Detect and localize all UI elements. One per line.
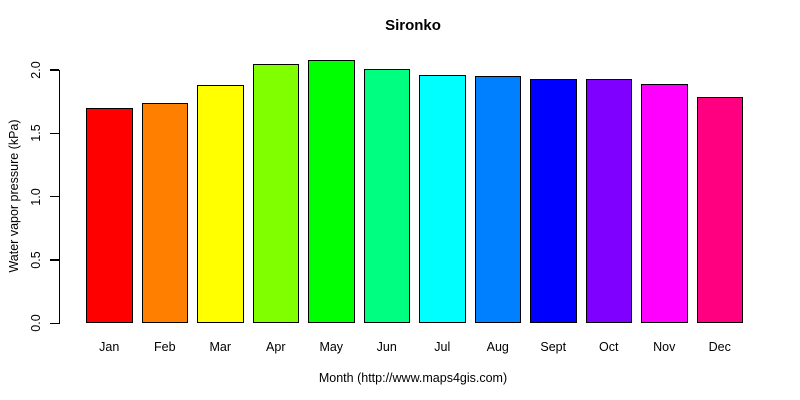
x-tick-label-sept: Sept <box>540 340 567 354</box>
y-tick-label: 1.5 <box>29 124 43 143</box>
y-axis-label: Water vapor pressure (kPa) <box>7 119 21 273</box>
bar-dec <box>696 96 743 324</box>
bar-oct <box>585 78 632 324</box>
x-tick-label-dec: Dec <box>708 340 731 354</box>
y-tick-mark <box>49 259 59 261</box>
x-axis-label: Month (http://www.maps4gis.com) <box>318 371 508 385</box>
y-axis-line <box>58 69 60 324</box>
x-tick-label-apr: Apr <box>266 340 286 354</box>
chart-title: Sironko <box>385 17 441 34</box>
bar-apr <box>252 63 299 324</box>
y-tick-mark <box>49 322 59 325</box>
x-tick-label-jul: Jul <box>434 340 451 354</box>
y-tick-label: 1.0 <box>29 187 43 206</box>
y-tick-mark <box>49 132 59 135</box>
y-tick-label: 2.0 <box>29 61 43 79</box>
y-tick-mark <box>49 69 59 71</box>
y-tick-label: 0.5 <box>29 251 43 269</box>
bar-sept <box>530 78 577 324</box>
bar-jun <box>363 68 410 324</box>
x-tick-label-feb: Feb <box>153 340 176 354</box>
bar-nov <box>641 83 688 324</box>
bar-mar <box>197 85 244 324</box>
bar-jan <box>86 108 133 324</box>
x-tick-label-aug: Aug <box>486 340 509 354</box>
bar-aug <box>474 76 521 324</box>
x-tick-label-jun: Jun <box>376 340 397 354</box>
x-tick-label-may: May <box>319 340 344 354</box>
bar-jul <box>419 75 466 324</box>
x-tick-label-oct: Oct <box>599 340 619 354</box>
bar-feb <box>141 102 188 324</box>
x-tick-label-jan: Jan <box>99 340 120 354</box>
y-tick-label: 0.0 <box>29 314 43 333</box>
y-tick-mark <box>49 195 59 198</box>
bar-may <box>308 59 355 324</box>
x-tick-label-nov: Nov <box>653 340 676 354</box>
x-tick-label-mar: Mar <box>209 340 232 354</box>
